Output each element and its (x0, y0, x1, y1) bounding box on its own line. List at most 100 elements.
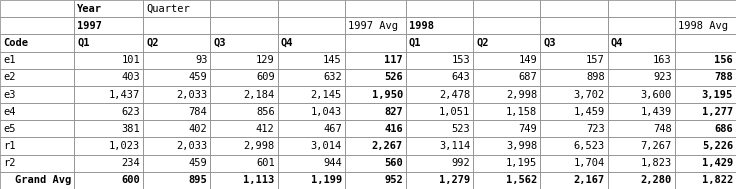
Bar (344, 34, 406, 52)
Bar (540, 172, 608, 189)
Bar (74, 120, 144, 137)
Bar (608, 34, 675, 52)
Bar (344, 137, 406, 155)
Text: r2: r2 (3, 158, 15, 168)
Bar (473, 86, 540, 103)
Text: 609: 609 (256, 72, 275, 82)
Text: 2,267: 2,267 (372, 141, 403, 151)
Bar (144, 52, 210, 69)
Bar (406, 86, 473, 103)
Bar (277, 52, 344, 69)
Bar (210, 155, 277, 172)
Text: 2,280: 2,280 (640, 175, 672, 185)
Bar (144, 34, 210, 52)
Bar (0, 34, 74, 52)
Bar (473, 103, 540, 120)
Text: 560: 560 (384, 158, 403, 168)
Bar (344, 155, 406, 172)
Text: 149: 149 (519, 55, 537, 65)
Text: 856: 856 (256, 107, 275, 117)
Text: 381: 381 (121, 124, 141, 134)
Bar (344, 17, 406, 34)
Text: 2,033: 2,033 (176, 141, 208, 151)
Text: 1,051: 1,051 (439, 107, 470, 117)
Text: Q1: Q1 (409, 38, 422, 48)
Bar (675, 34, 736, 52)
Bar (540, 103, 608, 120)
Text: 1,439: 1,439 (640, 107, 672, 117)
Text: 1,437: 1,437 (109, 90, 141, 99)
Bar (74, 0, 144, 17)
Text: 3,600: 3,600 (640, 90, 672, 99)
Text: Q3: Q3 (213, 38, 226, 48)
Bar (406, 52, 473, 69)
Text: 7,267: 7,267 (640, 141, 672, 151)
Text: 153: 153 (451, 55, 470, 65)
Text: Q4: Q4 (280, 38, 293, 48)
Bar (210, 120, 277, 137)
Bar (144, 0, 210, 17)
Bar (608, 52, 675, 69)
Bar (406, 172, 473, 189)
Bar (210, 17, 277, 34)
Text: 687: 687 (519, 72, 537, 82)
Text: Q3: Q3 (543, 38, 556, 48)
Bar (144, 120, 210, 137)
Text: 459: 459 (188, 72, 208, 82)
Text: 1998 Avg: 1998 Avg (678, 21, 728, 31)
Bar (406, 34, 473, 52)
Text: 3,702: 3,702 (573, 90, 605, 99)
Bar (74, 86, 144, 103)
Bar (277, 34, 344, 52)
Text: 1,199: 1,199 (311, 175, 342, 185)
Text: 117: 117 (384, 55, 403, 65)
Bar (675, 155, 736, 172)
Bar (277, 17, 344, 34)
Text: Code: Code (3, 38, 28, 48)
Bar (74, 52, 144, 69)
Bar (675, 0, 736, 17)
Bar (540, 69, 608, 86)
Text: 784: 784 (188, 107, 208, 117)
Bar (210, 172, 277, 189)
Bar (0, 86, 74, 103)
Bar (406, 120, 473, 137)
Bar (74, 103, 144, 120)
Bar (74, 17, 144, 34)
Text: 93: 93 (195, 55, 208, 65)
Bar (0, 103, 74, 120)
Bar (277, 86, 344, 103)
Text: 412: 412 (256, 124, 275, 134)
Bar (144, 137, 210, 155)
Bar (473, 69, 540, 86)
Text: 5,226: 5,226 (702, 141, 733, 151)
Text: 895: 895 (188, 175, 208, 185)
Bar (0, 120, 74, 137)
Text: 403: 403 (121, 72, 141, 82)
Text: 1,950: 1,950 (372, 90, 403, 99)
Bar (277, 172, 344, 189)
Text: Year: Year (77, 4, 102, 14)
Text: 898: 898 (586, 72, 605, 82)
Bar (473, 155, 540, 172)
Bar (608, 120, 675, 137)
Bar (540, 0, 608, 17)
Text: 2,478: 2,478 (439, 90, 470, 99)
Bar (473, 172, 540, 189)
Bar (675, 86, 736, 103)
Text: 1,279: 1,279 (439, 175, 470, 185)
Bar (608, 17, 675, 34)
Bar (277, 120, 344, 137)
Bar (210, 103, 277, 120)
Bar (74, 137, 144, 155)
Text: Quarter: Quarter (146, 4, 190, 14)
Text: 1,429: 1,429 (702, 158, 733, 168)
Bar (540, 155, 608, 172)
Text: 643: 643 (451, 72, 470, 82)
Bar (406, 103, 473, 120)
Bar (675, 120, 736, 137)
Text: 1997 Avg: 1997 Avg (347, 21, 397, 31)
Text: 2,998: 2,998 (506, 90, 537, 99)
Bar (675, 69, 736, 86)
Bar (540, 52, 608, 69)
